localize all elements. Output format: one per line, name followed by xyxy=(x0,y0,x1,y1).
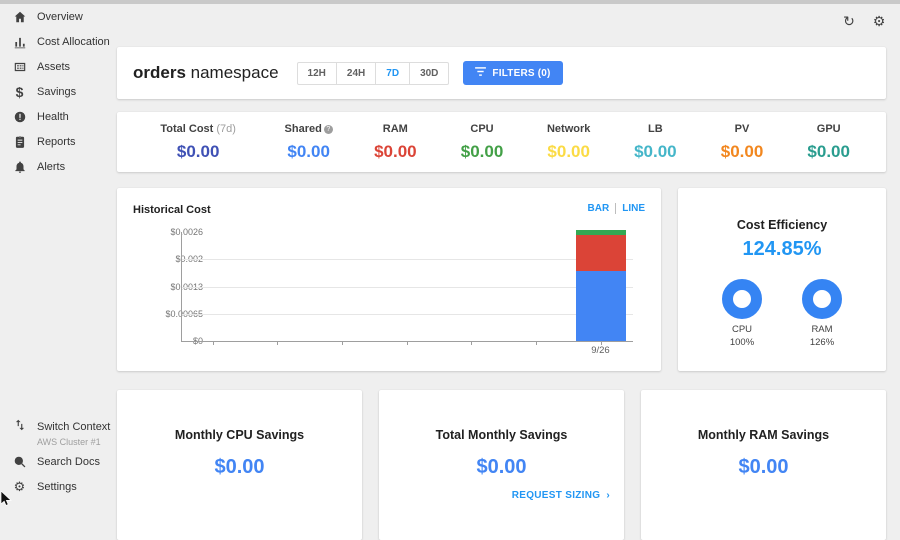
total-monthly-savings-card: Total Monthly Savings $0.00 REQUEST SIZI… xyxy=(379,390,624,540)
chart-title: Historical Cost xyxy=(133,204,211,216)
switch-context-label: Switch Context xyxy=(37,421,111,433)
sidebar-item-health[interactable]: Health xyxy=(0,104,117,129)
assets-grid-icon xyxy=(12,59,27,74)
chevron-right-icon: › xyxy=(606,490,610,501)
x-axis-tick xyxy=(341,341,343,345)
search-icon xyxy=(12,454,27,469)
cpu-efficiency-gauge: CPU 100% xyxy=(713,279,771,350)
x-tick-label: 9/26 xyxy=(591,345,610,356)
sidebar-footer: Switch Context AWS Cluster #1 Search Doc… xyxy=(0,415,117,499)
chart-type-toggle: BAR LINE xyxy=(588,203,645,214)
cost-efficiency-card: Cost Efficiency 124.85% CPU 100% RAM 126… xyxy=(678,188,886,371)
historical-cost-card: Historical Cost BAR LINE $0.0026 $0.002 … xyxy=(117,188,661,371)
ram-donut-chart xyxy=(802,279,842,319)
gridline xyxy=(182,286,633,288)
sidebar-item-assets[interactable]: Assets xyxy=(0,54,117,79)
page-title: orders namespace xyxy=(133,63,279,82)
y-tick-label: $0.002 xyxy=(175,254,203,264)
health-alert-icon xyxy=(12,109,27,124)
x-axis-tick xyxy=(600,341,602,345)
x-axis-tick xyxy=(471,341,473,345)
stat-cpu: CPU $0.00 xyxy=(460,122,504,161)
toggle-divider xyxy=(615,203,617,214)
dollar-icon: $ xyxy=(15,83,24,100)
range-24h-button[interactable]: 24H xyxy=(336,61,377,85)
mouse-cursor xyxy=(0,490,12,511)
stat-pv: PV $0.00 xyxy=(720,122,764,161)
sidebar: Overview Cost Allocation Assets $ Saving… xyxy=(0,4,117,505)
stat-ram: RAM $0.00 xyxy=(374,122,417,161)
range-7d-button[interactable]: 7D xyxy=(376,61,411,85)
filter-icon xyxy=(475,67,487,79)
switch-context-button[interactable]: Switch Context AWS Cluster #1 xyxy=(0,415,117,449)
main-content: ↻ ⚙ orders namespace 12H 24H 7D 30D FILT… xyxy=(117,4,888,540)
gridline xyxy=(182,259,633,261)
sidebar-item-cost-allocation[interactable]: Cost Allocation xyxy=(0,29,117,54)
x-axis-tick xyxy=(406,341,408,345)
range-30d-button[interactable]: 30D xyxy=(410,61,450,85)
search-docs-button[interactable]: Search Docs xyxy=(0,449,117,474)
sidebar-settings-button[interactable]: ⚙ Settings xyxy=(13,479,77,494)
y-tick-label: $0.0026 xyxy=(170,227,203,237)
x-axis-tick xyxy=(277,341,279,345)
stat-lb: LB $0.00 xyxy=(634,122,677,161)
gear-icon: ⚙ xyxy=(13,479,26,494)
sidebar-item-reports[interactable]: Reports xyxy=(0,129,117,154)
x-axis-tick xyxy=(212,341,214,345)
sidebar-item-savings[interactable]: $ Savings xyxy=(0,79,117,104)
stacked-bar-9-26[interactable] xyxy=(575,229,626,341)
efficiency-value: 124.85% xyxy=(742,238,822,260)
efficiency-title: Cost Efficiency xyxy=(736,218,828,232)
settings-gear-icon[interactable]: ⚙ xyxy=(872,12,886,29)
bell-icon xyxy=(12,159,27,174)
cpu-donut-chart xyxy=(722,279,762,319)
monthly-ram-savings-card: Monthly RAM Savings $0.00 xyxy=(641,390,886,540)
bar-segment-ram xyxy=(575,234,626,272)
info-icon[interactable]: ? xyxy=(323,124,333,134)
cluster-name: AWS Cluster #1 xyxy=(37,437,101,447)
stat-gpu: GPU $0.00 xyxy=(807,122,850,161)
namespace-name: orders xyxy=(133,63,186,82)
stat-network: Network $0.00 xyxy=(546,122,591,161)
bar-chart-icon xyxy=(12,34,27,49)
stat-shared: Shared? $0.00 xyxy=(265,123,352,162)
request-sizing-link[interactable]: REQUEST SIZING › xyxy=(511,490,610,501)
home-icon xyxy=(12,9,27,24)
bar-segment-gpu xyxy=(575,229,626,235)
toolbar: ↻ ⚙ xyxy=(840,12,888,30)
window-top-edge xyxy=(0,0,900,4)
time-range-group: 12H 24H 7D 30D xyxy=(296,61,450,85)
cost-summary-card: Total Cost (7d) $0.00 Shared? $0.00 RAM … xyxy=(117,112,886,172)
filters-button[interactable]: FILTERS (0) xyxy=(463,61,563,85)
bar-segment-cpu xyxy=(575,271,626,341)
range-12h-button[interactable]: 12H xyxy=(296,61,337,85)
swap-vertical-icon xyxy=(12,417,27,432)
line-toggle[interactable]: LINE xyxy=(622,203,645,214)
gridline xyxy=(182,313,633,315)
chart-plot-area xyxy=(181,229,633,345)
ram-efficiency-gauge: RAM 126% xyxy=(793,279,851,350)
header-card: orders namespace 12H 24H 7D 30D FILTERS … xyxy=(117,47,886,99)
monthly-cpu-savings-card: Monthly CPU Savings $0.00 xyxy=(117,390,362,540)
refresh-icon[interactable]: ↻ xyxy=(843,12,855,29)
bar-toggle[interactable]: BAR xyxy=(587,203,610,214)
stat-total-cost: Total Cost (7d) $0.00 xyxy=(160,122,236,161)
x-axis-tick xyxy=(535,341,537,345)
sidebar-item-overview[interactable]: Overview xyxy=(0,4,117,29)
sidebar-item-alerts[interactable]: Alerts xyxy=(0,154,117,179)
clipboard-icon xyxy=(12,134,27,149)
